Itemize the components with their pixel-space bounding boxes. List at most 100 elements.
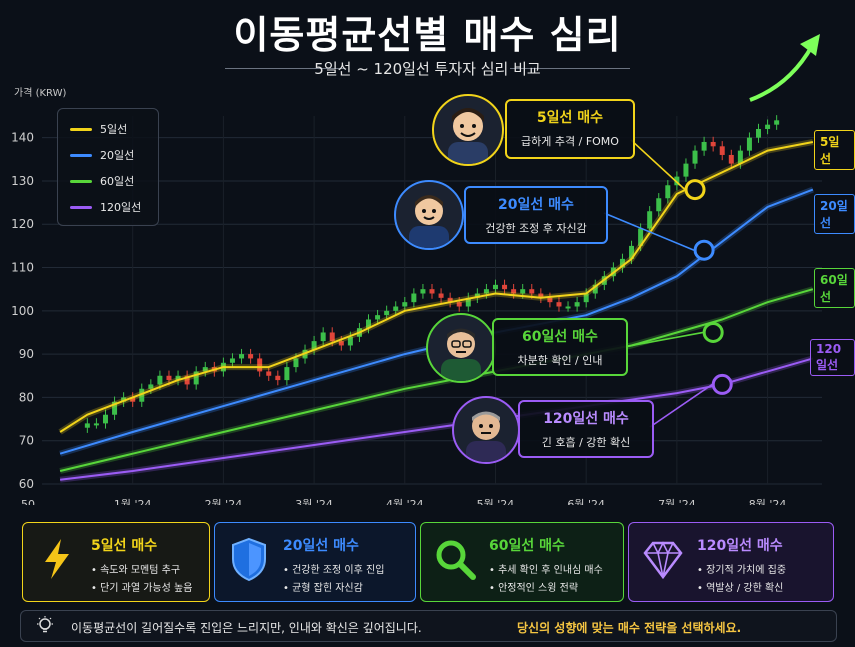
- trend-arrow-head: [800, 34, 820, 56]
- page-subtitle: 5일선 ~ 120일선 투자자 심리 비교: [314, 60, 541, 78]
- card-line: • 장기적 가치에 집중: [697, 565, 787, 576]
- candle-body: [275, 375, 281, 381]
- candle-body: [529, 289, 535, 294]
- candle-body: [465, 297, 471, 307]
- candle-body: [402, 302, 408, 307]
- callout-title: 20일선 매수: [498, 197, 574, 213]
- subtitle-divider-left: [225, 68, 345, 69]
- callout-connector: [649, 383, 713, 428]
- y-axis-label: 가격 (KRW): [14, 88, 67, 99]
- page-title: 이동평균선별 매수 심리: [233, 13, 622, 57]
- confident-investor-icon: [409, 195, 449, 248]
- candle-body: [320, 332, 326, 342]
- candle-body: [338, 341, 344, 346]
- candle-body: [502, 284, 508, 290]
- candle-body: [166, 375, 172, 381]
- candle-body: [547, 297, 553, 303]
- trend-arrow: [749, 45, 814, 102]
- candle-body: [130, 397, 136, 402]
- buy-marker: [711, 373, 733, 395]
- wise-investor-icon: [466, 411, 506, 462]
- candle-body: [347, 336, 353, 346]
- candle-body: [583, 293, 589, 303]
- candle-body: [737, 150, 743, 164]
- chart-legend: 5일선 20일선 60일선 120일선: [57, 108, 159, 226]
- candle-body: [520, 289, 526, 294]
- candle-body: [728, 154, 734, 164]
- candle-body: [84, 423, 90, 428]
- card-120day: 120일선 매수 • 장기적 가치에 집중 • 역발상 / 강한 확신: [628, 522, 834, 602]
- card-line: • 안정적인 스윙 전략: [489, 583, 579, 594]
- end-tag-60: 60일선: [814, 268, 855, 308]
- x-tick-label: 8월 '24: [749, 498, 787, 505]
- card-line: • 속도와 모멘텀 추구: [91, 565, 181, 576]
- candle-body: [375, 315, 381, 320]
- card-title: 20일선 매수: [283, 538, 359, 554]
- candle-body: [420, 289, 426, 294]
- candle-body: [592, 284, 598, 294]
- callout-desc: 급하게 추격 / FOMO: [521, 135, 619, 148]
- callout-title: 5일선 매수: [536, 110, 604, 126]
- buy-marker: [684, 179, 706, 201]
- candle-body: [257, 358, 263, 372]
- candle-body: [438, 293, 444, 298]
- buy-marker: [702, 321, 724, 343]
- candle-body: [175, 375, 181, 381]
- x-tick-label: 1월 '24: [114, 498, 152, 505]
- candle-body: [184, 375, 190, 385]
- x-tick-label: 7월 '24: [658, 498, 696, 505]
- x-tick-label: 4월 '24: [386, 498, 424, 505]
- candle-body: [774, 120, 780, 125]
- callout-title: 120일선 매수: [543, 411, 629, 427]
- candle-body: [765, 124, 771, 129]
- candle-body: [102, 414, 108, 424]
- candle-body: [139, 388, 145, 402]
- callout-120day: 120일선 매수 긴 호흡 / 강한 확신: [518, 400, 654, 458]
- y-tick-label: 120: [11, 217, 34, 231]
- callout-desc: 긴 호흡 / 강한 확신: [541, 436, 631, 449]
- footer-note: 이동평균선이 길어질수록 진입은 느리지만, 인내와 확신은 깊어집니다. 당신…: [20, 610, 837, 642]
- candle-body: [93, 423, 99, 426]
- candle-body: [574, 302, 580, 307]
- candle-body: [429, 289, 435, 294]
- end-tag-120: 120일선: [810, 339, 855, 376]
- calm-investor-icon: [441, 328, 481, 381]
- y-tick-label: 80: [19, 390, 34, 404]
- legend-item-120: 120일선: [70, 199, 141, 215]
- y-tick-label: 60: [19, 477, 34, 491]
- candle-body: [483, 289, 489, 294]
- candle-body: [311, 341, 317, 350]
- card-line: • 역발상 / 강한 확신: [697, 583, 784, 594]
- candle-body: [239, 354, 245, 359]
- callout-title: 60일선 매수: [522, 329, 598, 345]
- candle-body: [492, 284, 498, 290]
- callout-desc: 건강한 조정 후 자신감: [485, 222, 587, 235]
- x-tick-label: 50: [21, 498, 35, 505]
- legend-item-5: 5일선: [70, 121, 127, 137]
- subtitle-divider-right: [510, 68, 630, 69]
- candle-body: [710, 141, 716, 147]
- y-tick-label: 90: [19, 347, 34, 361]
- callout-60day: 60일선 매수 차분한 확인 / 인내: [492, 318, 628, 376]
- candle-body: [638, 228, 644, 246]
- candle-body: [293, 358, 299, 368]
- legend-item-60: 60일선: [70, 173, 134, 189]
- card-title: 120일선 매수: [697, 538, 783, 554]
- candle-body: [701, 141, 707, 151]
- candle-body: [447, 297, 453, 303]
- buy-marker: [693, 239, 715, 261]
- candle-body: [692, 150, 698, 164]
- candle-body: [719, 146, 725, 155]
- candle-body: [756, 128, 762, 138]
- callout-connector: [603, 212, 695, 251]
- avatar-120day: [452, 396, 520, 464]
- magnifier-icon: [436, 540, 476, 580]
- excited-investor-icon: [448, 108, 488, 164]
- candle-body: [202, 367, 208, 372]
- card-title: 60일선 매수: [489, 538, 565, 554]
- card-20day: 20일선 매수 • 건강한 조정 이후 진입 • 균형 잡힌 자신감: [214, 522, 416, 602]
- candle-body: [284, 367, 290, 381]
- candle-body: [393, 306, 399, 311]
- candle-body: [248, 354, 254, 359]
- y-tick-label: 130: [11, 174, 34, 188]
